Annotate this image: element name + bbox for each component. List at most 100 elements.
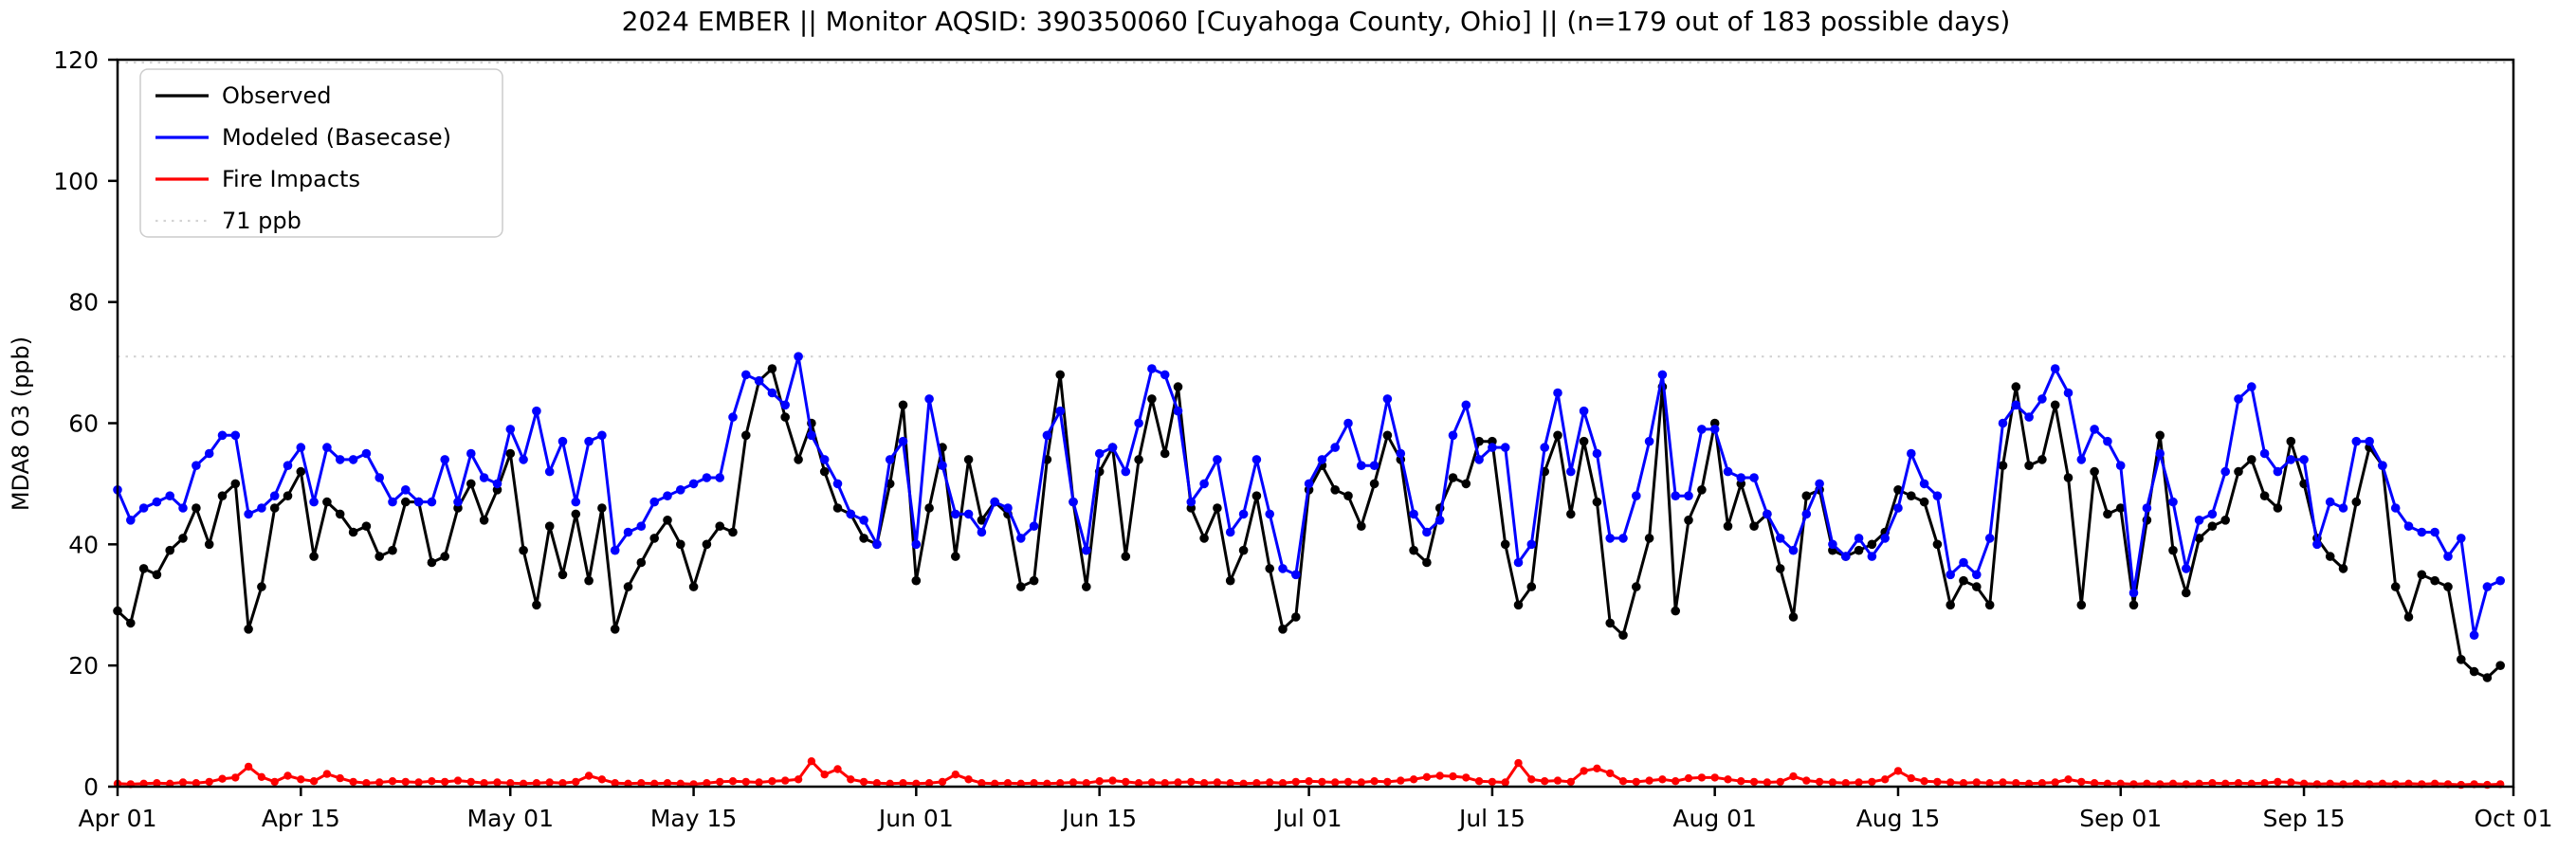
data-point bbox=[2115, 461, 2126, 471]
data-point bbox=[1632, 582, 1641, 591]
data-point bbox=[152, 497, 162, 507]
data-point bbox=[938, 461, 947, 471]
data-point bbox=[1566, 777, 1576, 787]
data-point bbox=[2207, 509, 2218, 519]
data-point bbox=[1553, 430, 1562, 441]
observed-series-line bbox=[116, 367, 2502, 680]
data-point bbox=[584, 436, 594, 446]
data-point bbox=[1657, 370, 1668, 380]
y-tick-label: 120 bbox=[53, 46, 99, 74]
data-point bbox=[1488, 443, 1497, 452]
data-point bbox=[1566, 509, 1576, 519]
data-point bbox=[1919, 479, 1929, 489]
data-point bbox=[1121, 552, 1131, 561]
data-point bbox=[1684, 516, 1693, 525]
data-point bbox=[178, 778, 188, 787]
data-point bbox=[1710, 773, 1719, 782]
data-point bbox=[885, 455, 895, 464]
data-point bbox=[1369, 461, 1379, 471]
data-point bbox=[1488, 777, 1497, 787]
data-point bbox=[611, 779, 619, 788]
data-point bbox=[126, 618, 136, 628]
data-point bbox=[361, 521, 372, 531]
x-tick-label: Jul 01 bbox=[1274, 805, 1343, 832]
data-point bbox=[2299, 455, 2309, 464]
data-point bbox=[1605, 534, 1615, 543]
data-point bbox=[1382, 430, 1393, 441]
data-point bbox=[623, 527, 633, 537]
data-point bbox=[1199, 779, 1209, 788]
data-point bbox=[1933, 777, 1942, 787]
data-point bbox=[1501, 778, 1509, 787]
data-point bbox=[505, 425, 516, 434]
data-point bbox=[1369, 479, 1379, 489]
data-point bbox=[1016, 582, 1026, 591]
x-tick-label: Aug 15 bbox=[1856, 805, 1941, 832]
data-point bbox=[571, 497, 581, 507]
data-point bbox=[1946, 600, 1955, 610]
data-point bbox=[716, 777, 724, 787]
data-point bbox=[1029, 521, 1039, 531]
data-point bbox=[1580, 767, 1588, 775]
data-point bbox=[2024, 461, 2034, 471]
data-point bbox=[1671, 491, 1680, 500]
legend-item: 71 ppb bbox=[155, 208, 301, 234]
data-point bbox=[283, 491, 293, 500]
data-point bbox=[1173, 382, 1183, 391]
data-point bbox=[544, 521, 555, 531]
data-point bbox=[349, 777, 357, 787]
data-point bbox=[1775, 564, 1785, 573]
data-point bbox=[637, 779, 646, 788]
data-point bbox=[138, 564, 149, 573]
data-point bbox=[1881, 775, 1890, 784]
data-point bbox=[2469, 666, 2479, 677]
data-point bbox=[1932, 539, 1943, 550]
data-point bbox=[1397, 776, 1405, 785]
data-point bbox=[1187, 777, 1196, 787]
data-point bbox=[192, 461, 201, 471]
data-point bbox=[846, 509, 856, 519]
data-point bbox=[1709, 425, 1720, 434]
data-point bbox=[2430, 527, 2439, 537]
data-point bbox=[938, 777, 947, 787]
data-point bbox=[1645, 776, 1653, 785]
data-point bbox=[2338, 564, 2348, 573]
data-point bbox=[636, 521, 647, 531]
data-point bbox=[1422, 557, 1432, 568]
data-point bbox=[2325, 552, 2335, 561]
data-point bbox=[153, 779, 161, 788]
data-point bbox=[1592, 497, 1602, 507]
data-point bbox=[388, 777, 397, 786]
data-point bbox=[466, 777, 475, 787]
data-point bbox=[2259, 491, 2270, 500]
data-point bbox=[963, 455, 974, 464]
data-point bbox=[297, 775, 305, 784]
data-point bbox=[2182, 564, 2191, 573]
data-point bbox=[990, 497, 999, 507]
data-point bbox=[847, 775, 855, 784]
data-point bbox=[1213, 455, 1222, 464]
data-point bbox=[703, 779, 711, 788]
data-point bbox=[1121, 466, 1131, 477]
data-point bbox=[2037, 455, 2047, 464]
data-point bbox=[964, 775, 973, 784]
data-point bbox=[1972, 582, 1982, 591]
y-axis-label: MDA8 O3 (ppb) bbox=[8, 336, 34, 511]
data-point bbox=[728, 527, 738, 537]
data-point bbox=[2495, 661, 2505, 670]
data-point bbox=[1579, 406, 1589, 416]
data-point bbox=[1893, 767, 1903, 775]
data-point bbox=[572, 777, 580, 787]
chart-title: 2024 EMBER || Monitor AQSID: 390350060 [… bbox=[622, 6, 2011, 37]
data-point bbox=[1474, 777, 1484, 786]
data-point bbox=[597, 775, 607, 784]
data-point bbox=[532, 779, 541, 788]
x-tick-label: Jul 15 bbox=[1457, 805, 1526, 832]
data-point bbox=[1867, 539, 1877, 550]
data-point bbox=[872, 779, 882, 788]
data-point bbox=[2142, 503, 2152, 513]
data-point bbox=[1082, 582, 1091, 591]
data-point bbox=[1500, 443, 1510, 452]
data-point bbox=[1318, 777, 1326, 787]
